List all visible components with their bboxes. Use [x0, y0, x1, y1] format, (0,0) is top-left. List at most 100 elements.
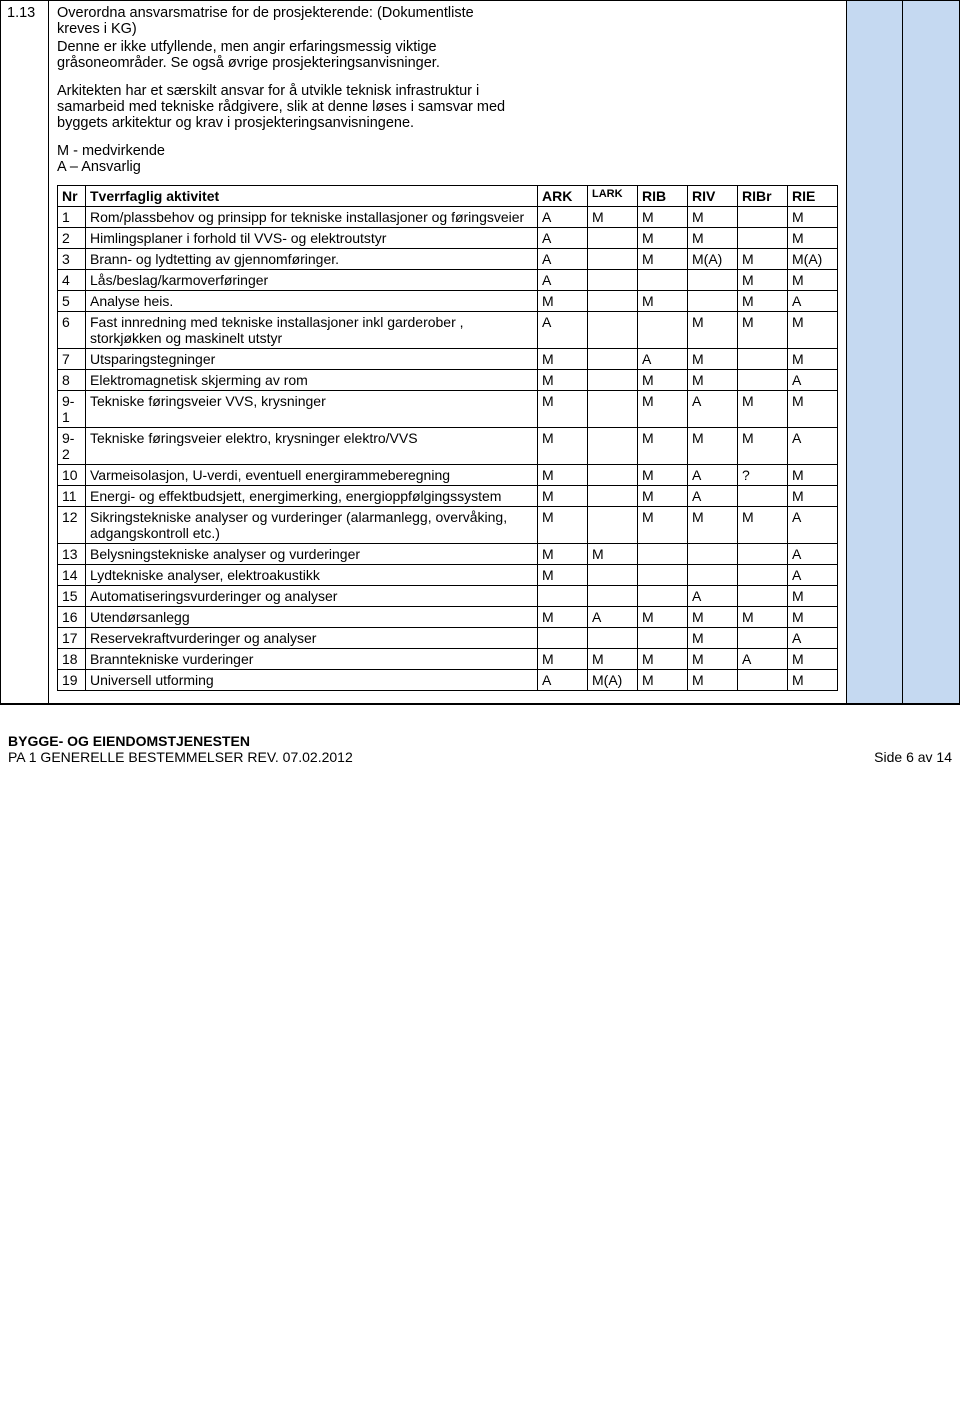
table-cell: A — [688, 465, 738, 486]
table-cell — [738, 544, 788, 565]
intro-title: Overordna ansvarsmatrise for de prosjekt… — [57, 5, 838, 37]
table-cell: M — [788, 228, 838, 249]
table-cell: Utsparingstegninger — [86, 349, 538, 370]
table-cell — [588, 270, 638, 291]
table-cell: M — [538, 649, 588, 670]
table-cell: M — [738, 291, 788, 312]
th-riv: RIV — [688, 186, 738, 207]
table-cell — [738, 486, 788, 507]
table-row: 4Lås/beslag/karmoverføringerAMM — [58, 270, 838, 291]
table-cell: M — [538, 465, 588, 486]
document-page: 1.13 Overordna ansvarsmatrise for de pro… — [0, 0, 960, 705]
table-cell: 6 — [58, 312, 86, 349]
table-row: 12Sikringstekniske analyser og vurdering… — [58, 507, 838, 544]
table-cell: M — [638, 291, 688, 312]
table-row: 3Brann- og lydtetting av gjennomføringer… — [58, 249, 838, 270]
table-cell — [588, 507, 638, 544]
footer-line: PA 1 GENERELLE BESTEMMELSER REV. 07.02.2… — [8, 749, 952, 765]
table-cell: A — [788, 628, 838, 649]
table-cell — [738, 207, 788, 228]
table-cell: 18 — [58, 649, 86, 670]
table-row: 5Analyse heis.MMMA — [58, 291, 838, 312]
table-row: 14Lydtekniske analyser, elektroakustikkM… — [58, 565, 838, 586]
table-cell: A — [538, 270, 588, 291]
table-cell: Energi- og effektbudsjett, energimerking… — [86, 486, 538, 507]
intro-title-l2: kreves i KG) — [57, 21, 137, 37]
table-cell: A — [788, 291, 838, 312]
table-cell: Belysningstekniske analyser og vurdering… — [86, 544, 538, 565]
table-cell — [538, 628, 588, 649]
table-cell — [738, 565, 788, 586]
footer-org: BYGGE- OG EIENDOMSTJENESTEN — [8, 733, 952, 749]
table-cell — [688, 565, 738, 586]
table-cell: M — [788, 486, 838, 507]
table-cell: M — [688, 628, 738, 649]
table-cell: Lås/beslag/karmoverføringer — [86, 270, 538, 291]
table-cell: Sikringstekniske analyser og vurderinger… — [86, 507, 538, 544]
footer-page: Side 6 av 14 — [874, 749, 952, 765]
table-cell — [588, 391, 638, 428]
th-rie: RIE — [788, 186, 838, 207]
table-cell: M — [738, 312, 788, 349]
section-number-cell: 1.13 — [1, 1, 49, 703]
table-row: 15Automatiseringsvurderinger og analyser… — [58, 586, 838, 607]
table-cell — [588, 349, 638, 370]
table-cell: M — [538, 349, 588, 370]
th-lark: LARK — [588, 186, 638, 207]
table-cell — [738, 586, 788, 607]
table-cell — [638, 270, 688, 291]
table-cell: M — [688, 607, 738, 628]
table-cell: 9-2 — [58, 428, 86, 465]
table-cell: M — [738, 607, 788, 628]
table-cell: Fast innredning med tekniske installasjo… — [86, 312, 538, 349]
table-cell: M — [538, 291, 588, 312]
table-cell: A — [638, 349, 688, 370]
table-cell — [638, 544, 688, 565]
table-cell: A — [788, 544, 838, 565]
table-cell: M — [638, 670, 688, 691]
table-cell — [588, 291, 638, 312]
table-row: 18Branntekniske vurderingerMMMMAM — [58, 649, 838, 670]
table-cell: 19 — [58, 670, 86, 691]
table-row: 9-2Tekniske føringsveier elektro, krysni… — [58, 428, 838, 465]
table-cell: M — [638, 649, 688, 670]
table-cell: M(A) — [688, 249, 738, 270]
table-cell: 13 — [58, 544, 86, 565]
table-cell — [738, 628, 788, 649]
table-cell: M — [688, 507, 738, 544]
table-cell: M — [688, 428, 738, 465]
table-cell: M — [738, 507, 788, 544]
table-cell: Utendørsanlegg — [86, 607, 538, 628]
table-cell — [588, 586, 638, 607]
table-row: 7UtsparingstegningerMAMM — [58, 349, 838, 370]
table-row: 8Elektromagnetisk skjerming av romMMMA — [58, 370, 838, 391]
table-cell: M(A) — [788, 249, 838, 270]
table-cell: M — [538, 486, 588, 507]
table-cell: M — [738, 428, 788, 465]
th-ribr: RIBr — [738, 186, 788, 207]
table-cell — [738, 370, 788, 391]
table-cell: 14 — [58, 565, 86, 586]
table-row: 16UtendørsanleggMAMMMM — [58, 607, 838, 628]
table-cell: 5 — [58, 291, 86, 312]
table-cell: M — [788, 649, 838, 670]
table-cell: Reservekraftvurderinger og analyser — [86, 628, 538, 649]
table-cell — [588, 312, 638, 349]
table-row: 2Himlingsplaner i forhold til VVS- og el… — [58, 228, 838, 249]
legend-m: M - medvirkende — [57, 143, 165, 159]
footer-doc: PA 1 GENERELLE BESTEMMELSER REV. 07.02.2… — [8, 749, 353, 765]
table-cell: M — [788, 465, 838, 486]
table-cell — [538, 586, 588, 607]
table-cell: M — [738, 270, 788, 291]
table-cell: Universell utforming — [86, 670, 538, 691]
table-cell: A — [688, 486, 738, 507]
table-cell: M — [788, 670, 838, 691]
table-cell: 2 — [58, 228, 86, 249]
table-cell — [588, 370, 638, 391]
table-cell — [688, 544, 738, 565]
table-cell: A — [538, 312, 588, 349]
table-cell: M — [688, 207, 738, 228]
table-cell: M — [638, 428, 688, 465]
table-cell: Lydtekniske analyser, elektroakustikk — [86, 565, 538, 586]
table-cell — [588, 565, 638, 586]
